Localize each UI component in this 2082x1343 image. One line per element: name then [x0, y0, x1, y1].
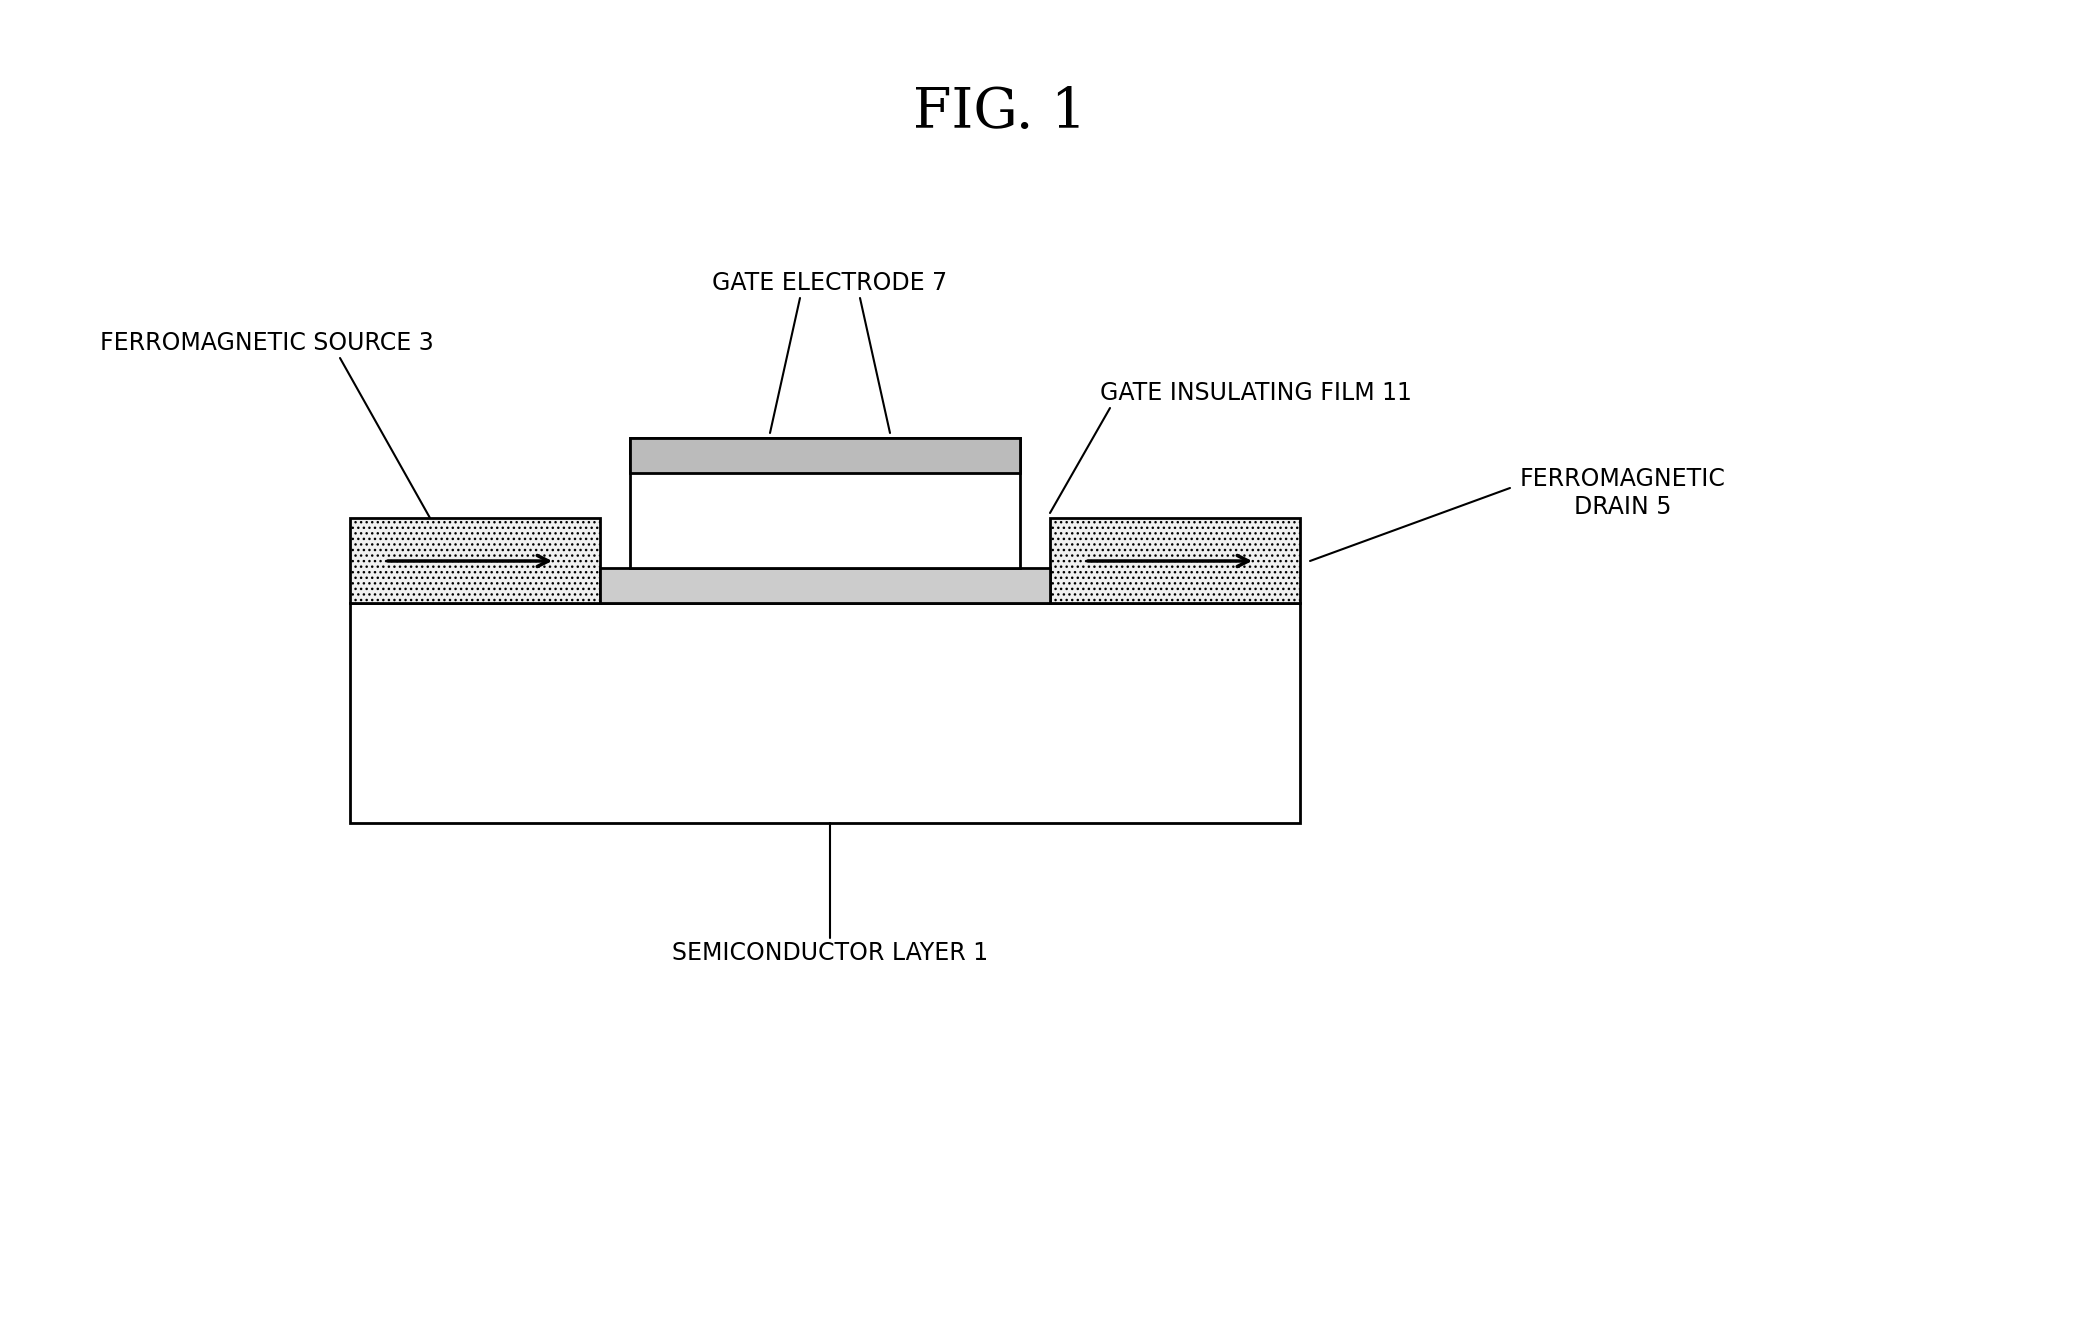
Text: GATE INSULATING FILM 11: GATE INSULATING FILM 11 [1099, 381, 1412, 406]
Bar [600, 568, 1049, 603]
Text: FERROMAGNETIC
DRAIN 5: FERROMAGNETIC DRAIN 5 [1520, 467, 1726, 518]
Text: GATE ELECTRODE 7: GATE ELECTRODE 7 [712, 271, 947, 295]
Text: FERROMAGNETIC SOURCE 3: FERROMAGNETIC SOURCE 3 [100, 330, 433, 355]
Text: FIG. 1: FIG. 1 [914, 86, 1087, 141]
Text: SEMICONDUCTOR LAYER 1: SEMICONDUCTOR LAYER 1 [672, 941, 989, 966]
Bar [350, 603, 1299, 823]
Bar [350, 518, 600, 603]
Bar [631, 438, 1020, 568]
Bar [631, 438, 1020, 473]
Bar [1049, 518, 1299, 603]
